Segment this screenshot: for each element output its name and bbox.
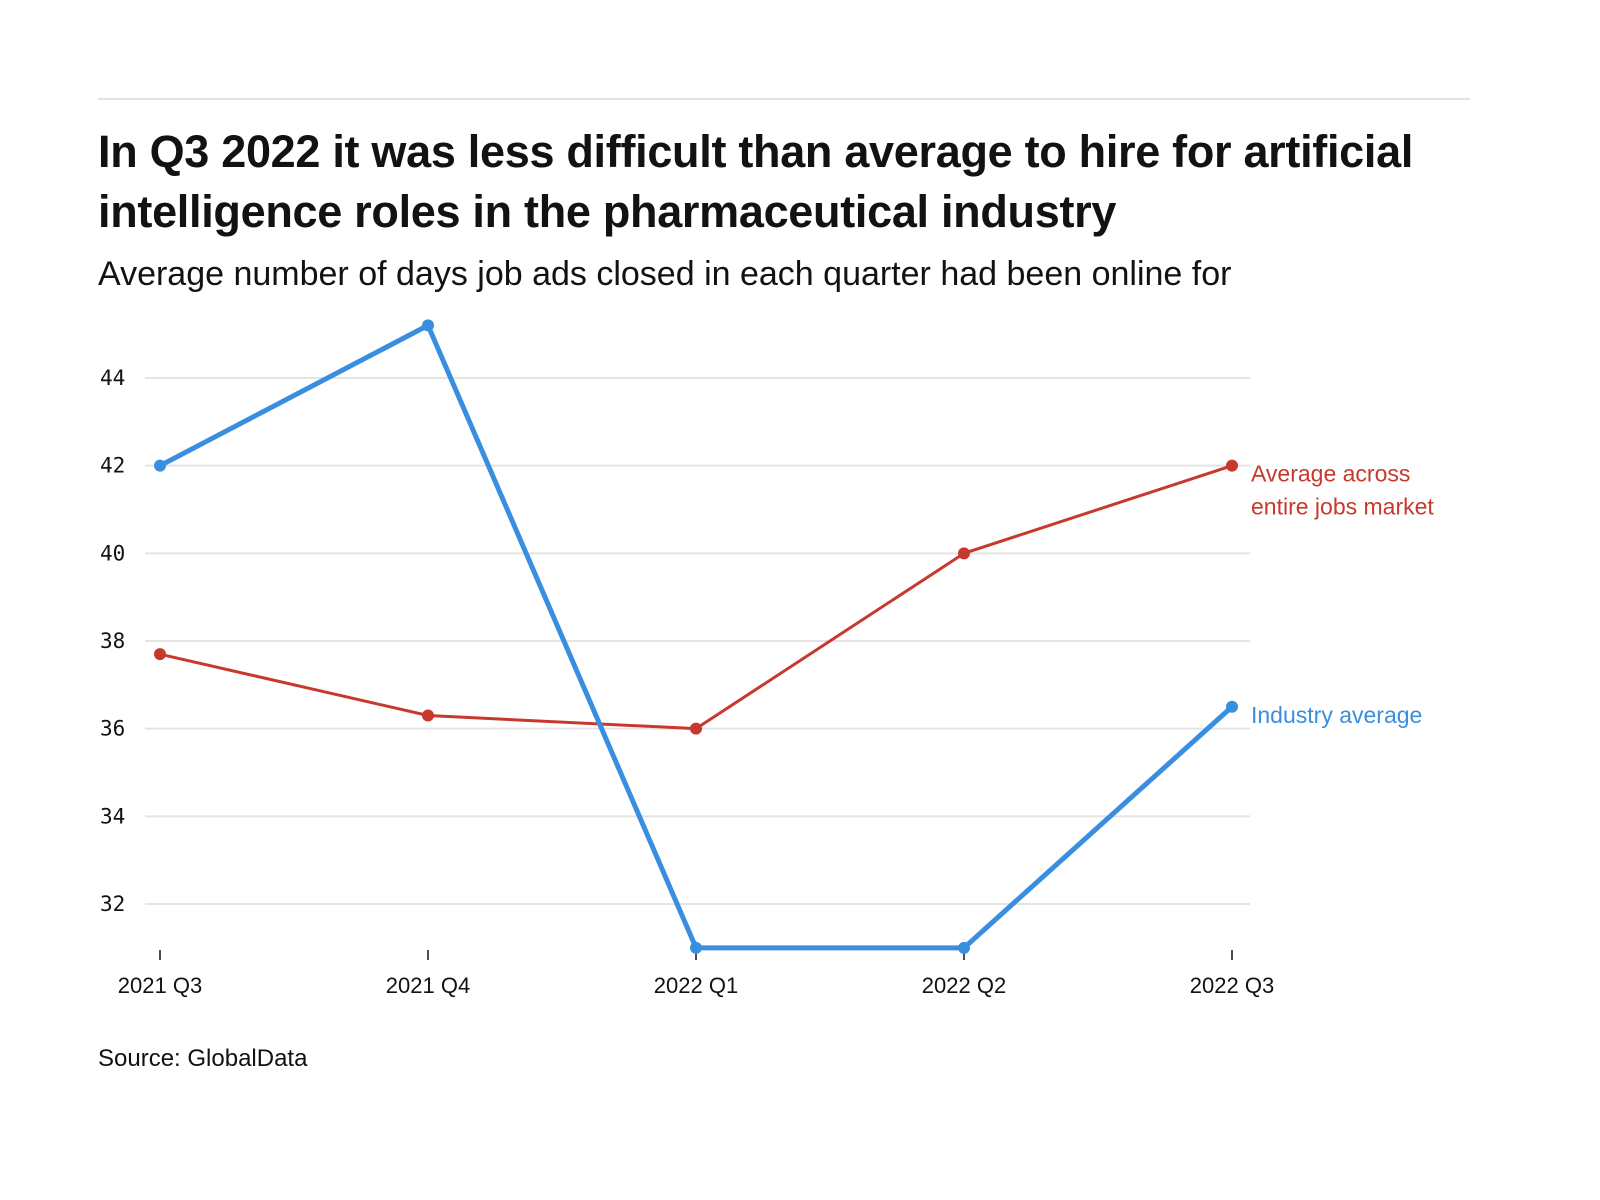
y-tick-label: 34 [100, 804, 125, 828]
chart-subtitle: Average number of days job ads closed in… [98, 255, 1232, 293]
series-labels: Average across entire jobs market Industry… [1251, 461, 1434, 728]
y-tick-label: 36 [100, 717, 125, 741]
top-divider [98, 98, 1470, 100]
y-tick-label: 40 [100, 541, 125, 565]
x-tick-label: 2021 Q4 [386, 973, 470, 998]
series-label-line: entire jobs market [1251, 494, 1434, 520]
market-average-label: Average across entire jobs market [1251, 461, 1434, 520]
industry-average-point [154, 459, 166, 472]
market-average-point [958, 547, 970, 560]
x-tick-label: 2022 Q1 [654, 973, 738, 998]
industry-average-point [1226, 700, 1238, 713]
market-average-point [422, 709, 434, 722]
y-tick-label: 44 [100, 366, 125, 390]
market-average-point [154, 648, 166, 661]
y-tick-label: 42 [100, 454, 125, 478]
gridlines [145, 377, 1250, 905]
y-tick-label: 32 [100, 892, 125, 916]
y-axis: 32 34 36 38 40 42 44 [100, 366, 125, 916]
industry-average-point [690, 941, 702, 954]
market-average-point [1226, 459, 1238, 472]
market-average-point [690, 722, 702, 735]
source-note: Source: GlobalData [98, 1045, 308, 1072]
series-label-line: Average across [1251, 461, 1410, 487]
x-tick-label: 2021 Q3 [118, 973, 202, 998]
chart-title: In Q3 2022 it was less difficult than av… [98, 126, 1414, 237]
industry-average-point [958, 941, 970, 954]
market-average-line [159, 464, 1233, 731]
industry-average-label: Industry average [1251, 702, 1422, 728]
x-tick-label: 2022 Q3 [1190, 973, 1274, 998]
series-label-line: Industry average [1251, 702, 1422, 728]
y-tick-label: 38 [100, 629, 125, 653]
x-tick-label: 2022 Q2 [922, 973, 1006, 998]
series [154, 319, 1238, 954]
industry-average-line [158, 322, 1234, 951]
industry-average-point [422, 319, 434, 332]
x-axis: 2021 Q3 2021 Q4 2022 Q1 2022 Q2 2022 Q3 [118, 950, 1274, 998]
